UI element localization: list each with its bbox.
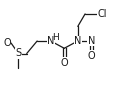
Text: O: O [60,58,68,68]
Text: N: N [87,36,94,46]
Text: N: N [73,36,81,46]
Text: N: N [47,36,54,46]
Text: Cl: Cl [97,9,106,19]
Text: O: O [3,38,11,48]
Text: O: O [87,51,94,61]
Text: S: S [15,48,21,59]
Text: H: H [52,33,58,42]
